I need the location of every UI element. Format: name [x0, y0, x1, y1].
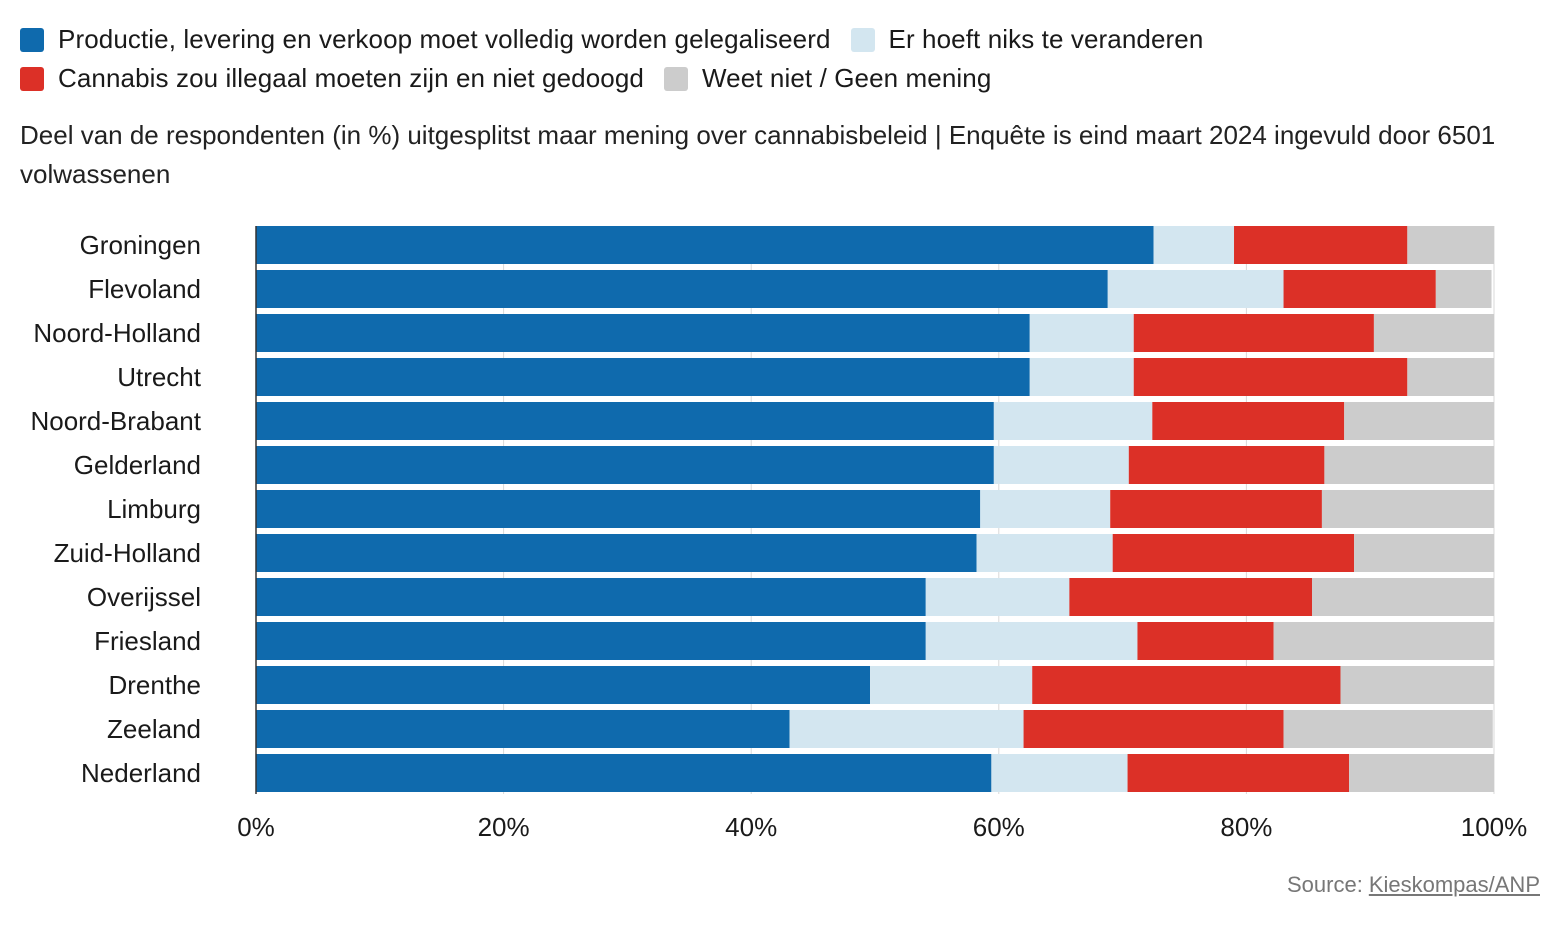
category-label: Noord-Holland	[33, 318, 201, 348]
bar-segment-2	[991, 754, 1128, 792]
legend-row: Productie, levering en verkoop moet voll…	[20, 20, 1520, 59]
bar-segment-1	[256, 358, 1030, 396]
bar-segment-1	[256, 314, 1030, 352]
legend-swatch-illegal	[20, 66, 44, 91]
bar-segment-2	[976, 534, 1113, 572]
bar-segment-3	[1069, 578, 1313, 616]
bar-segment-2	[1029, 314, 1134, 352]
bar-segment-3	[1128, 446, 1325, 484]
source-prefix: Source:	[1286, 872, 1363, 897]
category-label: Noord-Brabant	[30, 406, 201, 436]
bar-segment-3	[1127, 754, 1350, 792]
legend-item-legalize: Productie, levering en verkoop moet voll…	[20, 24, 831, 55]
category-label: Gelderland	[74, 450, 201, 480]
x-tick-label: 20%	[478, 812, 530, 842]
category-label: Groningen	[80, 230, 201, 260]
bar-segment-3	[1234, 226, 1408, 264]
bar-segment-3	[1152, 402, 1345, 440]
bar-segment-4	[1349, 754, 1494, 792]
bar-segment-1	[256, 666, 871, 704]
source-credit: Source: Kieskompas/ANP	[1287, 872, 1540, 898]
bar-segment-4	[1407, 226, 1494, 264]
chart-legend: Productie, levering en verkoop moet voll…	[20, 20, 1520, 98]
bar-segment-3	[1110, 490, 1322, 528]
bar-segment-2	[980, 490, 1111, 528]
bar-segment-2	[789, 710, 1024, 748]
legend-label-illegal: Cannabis zou illegaal moeten zijn en nie…	[58, 63, 644, 93]
bar-segment-1	[256, 622, 926, 660]
category-label: Zeeland	[107, 714, 201, 744]
legend-swatch-no-opinion	[663, 66, 688, 91]
bar-segment-2	[925, 578, 1070, 616]
bar-segment-3	[1133, 358, 1408, 396]
bar-segment-3	[1032, 666, 1341, 704]
bar-segment-4	[1354, 534, 1494, 572]
bar-segment-2	[993, 402, 1153, 440]
bar-segment-1	[256, 270, 1108, 308]
category-label: Flevoland	[88, 274, 201, 304]
bar-segment-4	[1283, 710, 1493, 748]
bar-segment-4	[1373, 314, 1494, 352]
category-label: Drenthe	[109, 670, 202, 700]
bar-segment-1	[256, 578, 926, 616]
bar-segment-3	[1137, 622, 1274, 660]
bar-segment-4	[1340, 666, 1494, 704]
bar-segment-2	[1153, 226, 1235, 264]
legend-item-no-change: Er hoeft niks te veranderen	[850, 24, 1204, 55]
category-label: Nederland	[81, 758, 201, 788]
bar-segment-1	[256, 226, 1154, 264]
bar-segment-2	[870, 666, 1033, 704]
bar-segment-1	[256, 402, 994, 440]
legend-label-legalize: Productie, levering en verkoop moet voll…	[58, 24, 831, 54]
category-label: Zuid-Holland	[54, 538, 201, 568]
legend-row: Cannabis zou illegaal moeten zijn en nie…	[20, 59, 1520, 98]
bar-segment-4	[1324, 446, 1494, 484]
stacked-bar-chart: Groningen Flevoland Noord-Holland Utrecht No…	[30, 226, 1528, 842]
category-label: Utrecht	[117, 362, 202, 392]
bar-segment-1	[256, 446, 994, 484]
legend-label-no-change: Er hoeft niks te veranderen	[888, 24, 1204, 54]
bar-segment-4	[1312, 578, 1494, 616]
bar-segment-4	[1407, 358, 1494, 396]
bar-segment-3	[1023, 710, 1284, 748]
x-tick-label: 0%	[237, 812, 275, 842]
bar-segment-1	[256, 754, 992, 792]
bar-segment-2	[925, 622, 1138, 660]
bar-segment-2	[993, 446, 1129, 484]
legend-swatch-no-change	[850, 27, 875, 52]
category-label: Friesland	[94, 626, 201, 656]
category-label: Limburg	[107, 494, 201, 524]
bar-segment-2	[1107, 270, 1284, 308]
bar-segment-1	[256, 490, 981, 528]
bar-segment-3	[1112, 534, 1355, 572]
bar-segment-1	[256, 534, 977, 572]
legend-item-illegal: Cannabis zou illegaal moeten zijn en nie…	[20, 63, 644, 94]
chart-subtitle: Deel van de respondenten (in %) uitgespl…	[20, 120, 1496, 189]
bar-segment-2	[1029, 358, 1134, 396]
category-label: Overijssel	[87, 582, 201, 612]
legend-swatch-legalize	[20, 27, 44, 52]
bar-segment-1	[256, 710, 790, 748]
bar-segment-4	[1321, 490, 1494, 528]
source-link[interactable]: Kieskompas/ANP	[1368, 872, 1540, 897]
x-tick-label: 100%	[1461, 812, 1528, 842]
x-tick-label: 80%	[1220, 812, 1272, 842]
bar-segment-4	[1344, 402, 1494, 440]
bar-segment-3	[1133, 314, 1374, 352]
legend-label-no-opinion: Weet niet / Geen mening	[701, 63, 992, 93]
x-tick-label: 60%	[973, 812, 1025, 842]
bar-segment-3	[1283, 270, 1436, 308]
x-tick-label: 40%	[725, 812, 777, 842]
bar-segment-4	[1273, 622, 1494, 660]
bar-segment-4	[1435, 270, 1492, 308]
legend-item-no-opinion: Weet niet / Geen mening	[663, 63, 992, 94]
